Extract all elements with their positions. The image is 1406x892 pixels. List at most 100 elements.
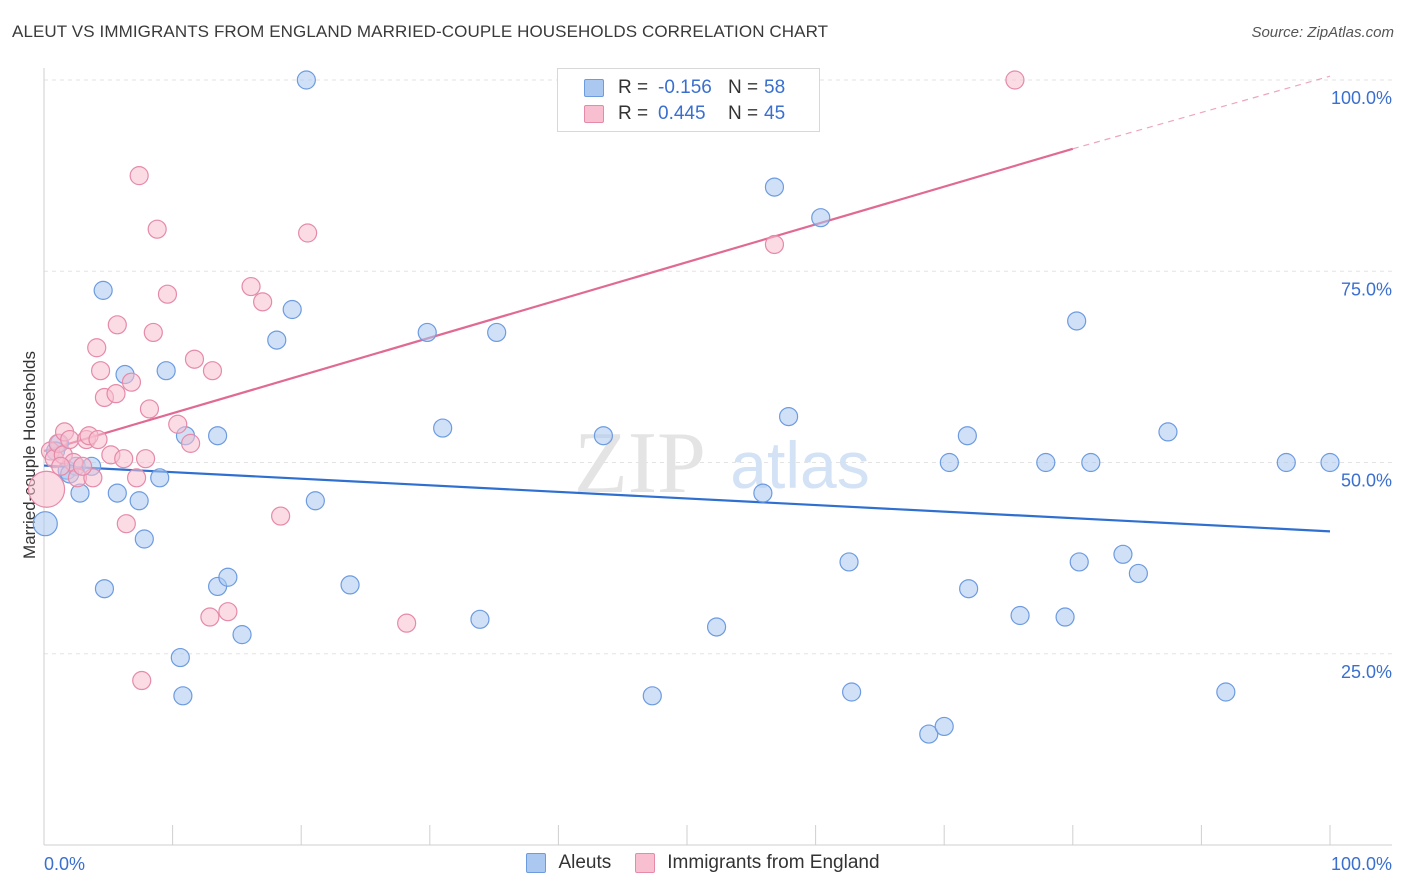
point-aleuts	[134, 529, 154, 549]
legend-r-value-aleuts: -0.156	[658, 77, 712, 98]
point-england	[168, 414, 188, 434]
point-england	[271, 506, 291, 526]
point-england	[90, 361, 111, 381]
point-england	[200, 607, 220, 627]
point-england	[114, 449, 134, 469]
point-aleuts	[1067, 311, 1087, 331]
legend-label-aleuts: Aleuts	[558, 852, 612, 873]
legend-n-label: N =	[728, 103, 759, 124]
trendline-england	[43, 147, 1074, 453]
point-aleuts	[417, 322, 437, 343]
point-aleuts	[706, 617, 727, 637]
point-aleuts	[1055, 607, 1075, 627]
point-aleuts	[32, 511, 58, 537]
point-aleuts	[1276, 452, 1296, 473]
point-england	[184, 349, 205, 369]
point-aleuts	[107, 483, 127, 503]
point-england	[106, 384, 126, 404]
legend-item-england[interactable]: Immigrants from England	[635, 852, 880, 874]
point-england	[116, 514, 136, 534]
point-england	[157, 284, 178, 304]
point-aleuts	[487, 322, 507, 343]
point-aleuts	[934, 716, 954, 737]
trend-lines	[43, 75, 1331, 533]
series-legend: Aleuts Immigrants from England	[0, 852, 1406, 874]
point-aleuts	[267, 330, 287, 350]
point-aleuts	[1158, 422, 1178, 442]
point-aleuts	[593, 426, 614, 446]
tick-labels: 25.0% 50.0% 75.0% 100.0% 0.0% 100.0%	[44, 88, 1392, 874]
point-aleuts	[1216, 682, 1236, 702]
point-aleuts	[156, 361, 176, 381]
point-aleuts	[129, 491, 149, 511]
point-england	[132, 670, 152, 691]
point-aleuts	[340, 575, 360, 595]
legend-item-aleuts[interactable]: Aleuts	[526, 852, 611, 874]
point-england	[87, 338, 107, 358]
point-england	[241, 276, 261, 297]
legend-swatch-england	[635, 853, 656, 873]
y-tick-label: 100.0%	[1331, 88, 1392, 108]
point-england	[202, 361, 223, 381]
point-aleuts	[1113, 544, 1133, 564]
series-aleuts	[32, 70, 1340, 744]
chart-source: Source: ZipAtlas.com	[1251, 24, 1394, 41]
point-aleuts	[839, 552, 859, 572]
point-england	[121, 372, 142, 392]
point-england	[143, 322, 163, 343]
point-aleuts	[232, 625, 252, 645]
legend-label-england: Immigrants from England	[667, 852, 880, 873]
point-england	[397, 613, 417, 633]
legend-row-england: R = 0.445 N = 45	[584, 102, 785, 126]
point-aleuts	[939, 452, 959, 473]
point-aleuts	[959, 579, 979, 599]
data-points	[27, 70, 1340, 744]
point-aleuts	[173, 686, 193, 706]
legend-n-value-aleuts: 58	[764, 77, 786, 98]
point-aleuts	[778, 407, 799, 427]
chart-title: ALEUT VS IMMIGRANTS FROM ENGLAND MARRIED…	[12, 22, 829, 41]
point-aleuts	[919, 724, 939, 744]
legend-n-label: N =	[728, 77, 759, 98]
point-aleuts	[433, 418, 453, 438]
point-england	[27, 470, 66, 508]
x-tick-label-end: 100.0%	[1331, 854, 1392, 874]
point-england	[147, 219, 167, 239]
y-tick-label: 25.0%	[1341, 662, 1392, 682]
point-aleuts	[811, 208, 831, 228]
legend-r-label: R =	[618, 103, 649, 124]
legend-n-value-england: 45	[764, 103, 786, 124]
point-england	[129, 166, 149, 186]
point-aleuts	[1128, 563, 1148, 584]
legend-r-label: R =	[618, 77, 649, 98]
legend-swatch-aleuts	[584, 79, 604, 97]
point-aleuts	[296, 70, 316, 90]
trendline-extension-england	[1072, 75, 1331, 150]
point-england	[135, 449, 156, 469]
y-tick-label: 75.0%	[1341, 279, 1392, 299]
point-aleuts	[282, 299, 302, 320]
legend-r-value-england: 0.445	[658, 103, 706, 124]
point-england	[126, 468, 147, 488]
point-aleuts	[94, 579, 115, 599]
point-england	[253, 292, 273, 312]
point-aleuts	[470, 609, 490, 629]
point-aleuts	[1081, 452, 1101, 473]
legend-swatch-aleuts	[526, 853, 547, 873]
point-aleuts	[1069, 552, 1089, 572]
trendline-aleuts	[43, 464, 1331, 533]
point-aleuts	[764, 177, 785, 197]
point-aleuts	[842, 682, 862, 702]
point-aleuts	[218, 567, 238, 587]
point-england	[181, 433, 201, 453]
point-aleuts	[1010, 605, 1030, 626]
series-england	[27, 70, 1025, 691]
point-england	[88, 429, 108, 450]
point-england	[51, 456, 71, 476]
point-england	[1005, 70, 1025, 90]
point-aleuts	[170, 647, 190, 668]
point-england	[218, 602, 238, 622]
point-england	[72, 456, 93, 476]
legend-swatch-england	[584, 105, 604, 123]
